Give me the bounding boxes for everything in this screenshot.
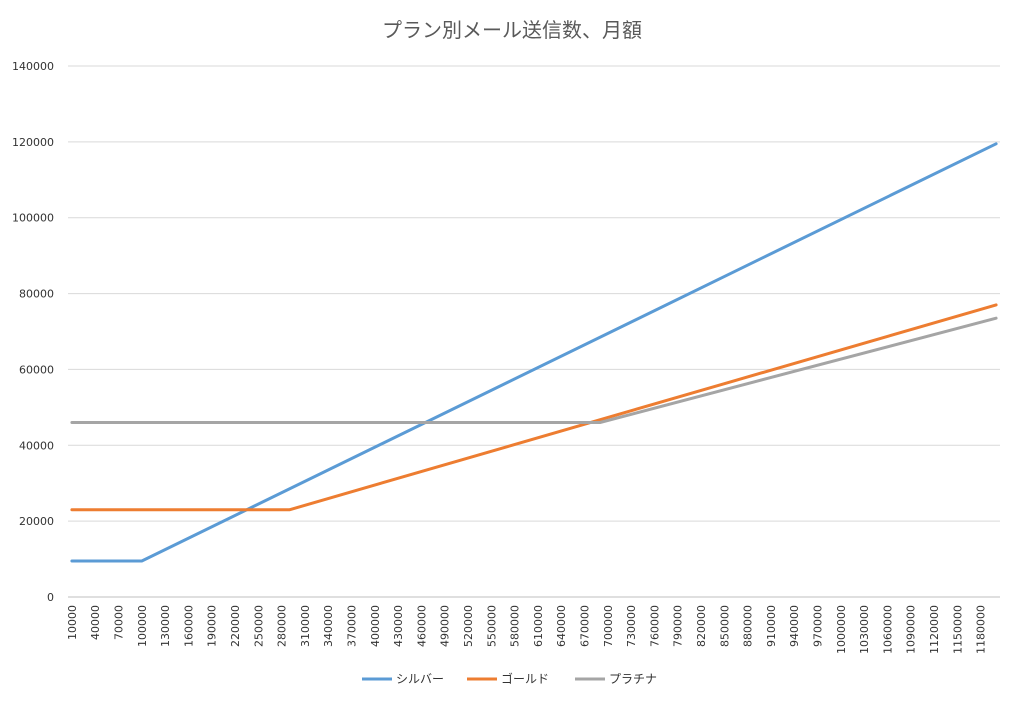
y-tick-label: 120000 (12, 136, 54, 149)
x-tick-label: 970000 (811, 605, 824, 647)
x-tick-label: 10000 (66, 605, 79, 640)
legend-label: ゴールド (501, 671, 549, 686)
x-tick-label: 760000 (648, 605, 661, 647)
x-tick-label: 490000 (439, 605, 452, 647)
y-tick-label: 80000 (19, 288, 54, 301)
x-tick-label: 70000 (112, 605, 125, 640)
x-tick-label: 250000 (252, 605, 265, 647)
x-tick-label: 700000 (602, 605, 615, 647)
y-tick-label: 100000 (12, 212, 54, 225)
x-tick-label: 1030000 (858, 605, 871, 654)
x-tick-label: 460000 (415, 605, 428, 647)
x-tick-label: 520000 (462, 605, 475, 647)
x-tick-label: 1090000 (905, 605, 918, 654)
x-tick-label: 190000 (206, 605, 219, 647)
x-tick-label: 790000 (672, 605, 685, 647)
x-tick-label: 640000 (555, 605, 568, 647)
legend-label: プラチナ (609, 672, 657, 686)
x-tick-label: 100000 (136, 605, 149, 647)
x-tick-label: 610000 (532, 605, 545, 647)
x-tick-label: 1180000 (975, 605, 988, 654)
x-tick-label: 310000 (299, 605, 312, 647)
legend-label: シルバー (396, 672, 444, 686)
x-tick-label: 1120000 (928, 605, 941, 654)
series-line (70, 316, 998, 424)
y-tick-label: 0 (47, 591, 54, 604)
x-tick-label: 1000000 (835, 605, 848, 654)
x-tick-label: 40000 (89, 605, 102, 640)
x-tick-label: 370000 (345, 605, 358, 647)
chart-title: プラン別メール送信数、月額 (382, 18, 642, 42)
x-tick-label: 1150000 (951, 605, 964, 654)
x-tick-label: 130000 (159, 605, 172, 647)
x-tick-label: 340000 (322, 605, 335, 647)
y-tick-label: 140000 (12, 60, 54, 73)
x-tick-label: 160000 (182, 605, 195, 647)
x-tick-label: 910000 (765, 605, 778, 647)
y-tick-label: 40000 (19, 439, 54, 452)
x-tick-label: 280000 (276, 605, 289, 647)
x-tick-label: 940000 (788, 605, 801, 647)
x-tick-label: 880000 (742, 605, 755, 647)
x-tick-label: 400000 (369, 605, 382, 647)
series-line (70, 142, 998, 563)
y-tick-label: 20000 (19, 515, 54, 528)
series-line (70, 303, 998, 512)
x-tick-label: 1060000 (881, 605, 894, 654)
x-tick-label: 670000 (578, 605, 591, 647)
x-tick-label: 730000 (625, 605, 638, 647)
x-tick-label: 580000 (509, 605, 522, 647)
y-tick-label: 60000 (19, 363, 54, 376)
x-tick-label: 550000 (485, 605, 498, 647)
x-tick-label: 820000 (695, 605, 708, 647)
x-tick-label: 220000 (229, 605, 242, 647)
x-tick-label: 430000 (392, 605, 405, 647)
x-tick-label: 850000 (718, 605, 731, 647)
